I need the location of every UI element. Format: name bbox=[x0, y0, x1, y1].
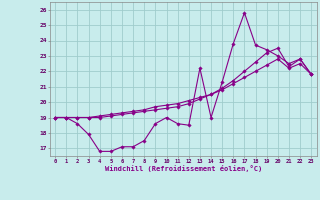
X-axis label: Windchill (Refroidissement éolien,°C): Windchill (Refroidissement éolien,°C) bbox=[105, 165, 262, 172]
